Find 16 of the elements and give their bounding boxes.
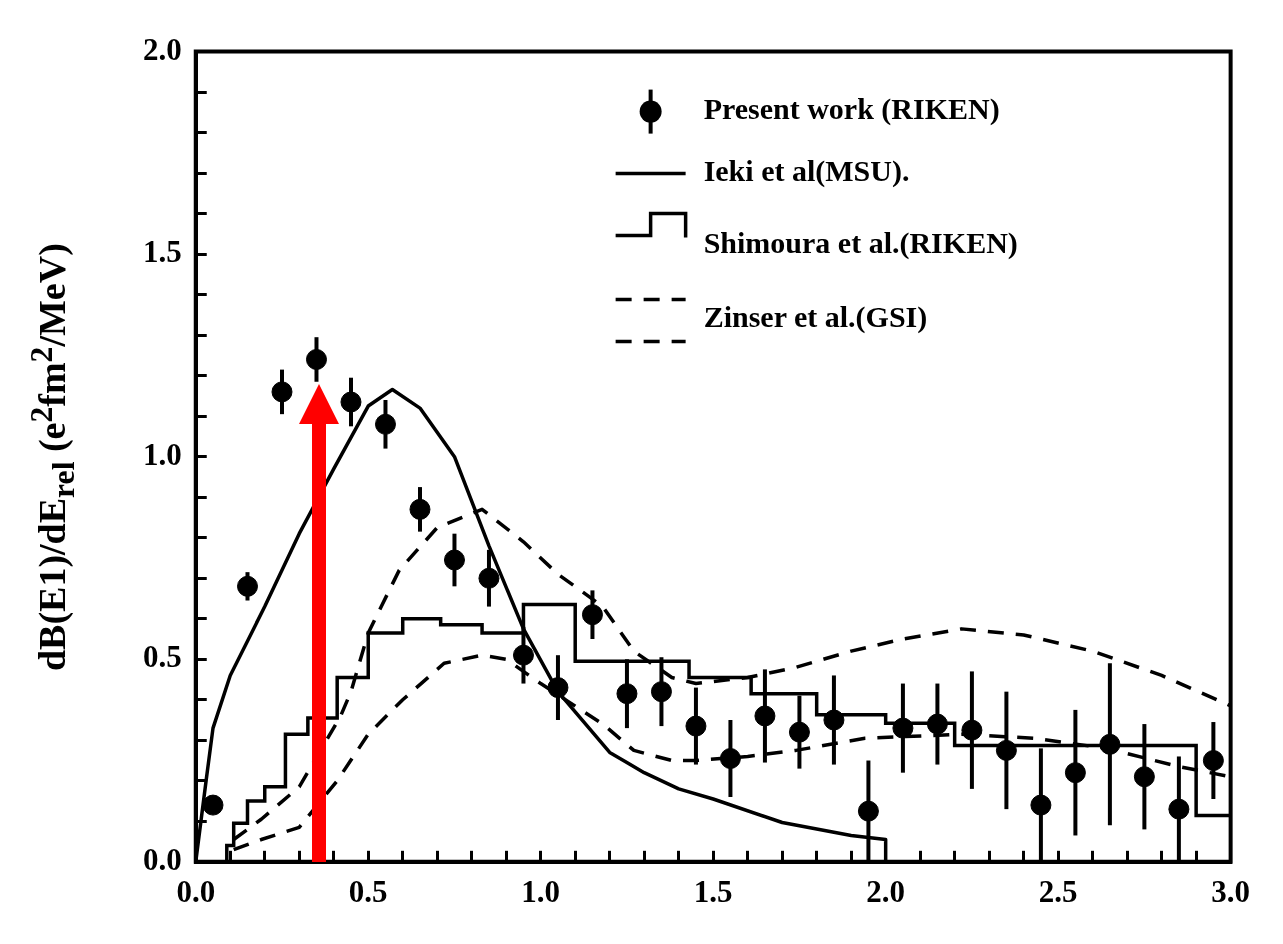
x-tick-label: 1.0 <box>521 874 561 910</box>
y-tick-label: 1.0 <box>143 436 182 472</box>
x-tick-label: 2.5 <box>1038 874 1078 910</box>
y-tick-label: 0.0 <box>143 841 182 877</box>
y-tick-label: 2.0 <box>143 31 182 67</box>
x-tick-label: 0.5 <box>348 874 388 910</box>
legend-label: Present work (RIKEN) <box>703 92 1000 127</box>
y-tick-label: 1.5 <box>143 234 182 270</box>
x-tick-label: 1.5 <box>693 874 733 910</box>
x-tick-label: 2.0 <box>866 874 906 910</box>
legend-label: Shimoura et al.(RIKEN) <box>703 226 1018 261</box>
legend-label: Zinser et al.(GSI) <box>703 300 928 335</box>
x-tick-label: 3.0 <box>1211 874 1250 910</box>
x-tick-label: 0.0 <box>176 874 216 910</box>
legend-label: Ieki et al(MSU). <box>703 154 910 189</box>
y-tick-label: 0.5 <box>143 639 182 675</box>
